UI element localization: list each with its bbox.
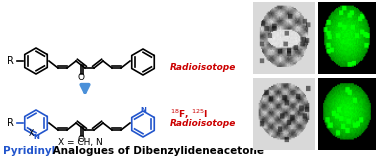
Text: Radioisotope: Radioisotope	[170, 63, 236, 73]
Text: N: N	[140, 107, 146, 113]
Text: $^{18}$F, $^{125}$I: $^{18}$F, $^{125}$I	[170, 107, 208, 121]
Text: Pyridinyl: Pyridinyl	[3, 146, 55, 156]
FancyArrowPatch shape	[81, 85, 89, 92]
Text: O: O	[78, 73, 85, 82]
Text: O: O	[78, 135, 85, 144]
Text: X: X	[28, 129, 34, 137]
Text: Analogues of Dibenzylideneacetone: Analogues of Dibenzylideneacetone	[49, 146, 264, 156]
Text: R: R	[6, 118, 14, 128]
Text: X = CH, N: X = CH, N	[57, 139, 102, 148]
Text: N: N	[33, 134, 39, 140]
Text: R: R	[6, 56, 14, 66]
Text: Radioisotope: Radioisotope	[170, 119, 236, 129]
